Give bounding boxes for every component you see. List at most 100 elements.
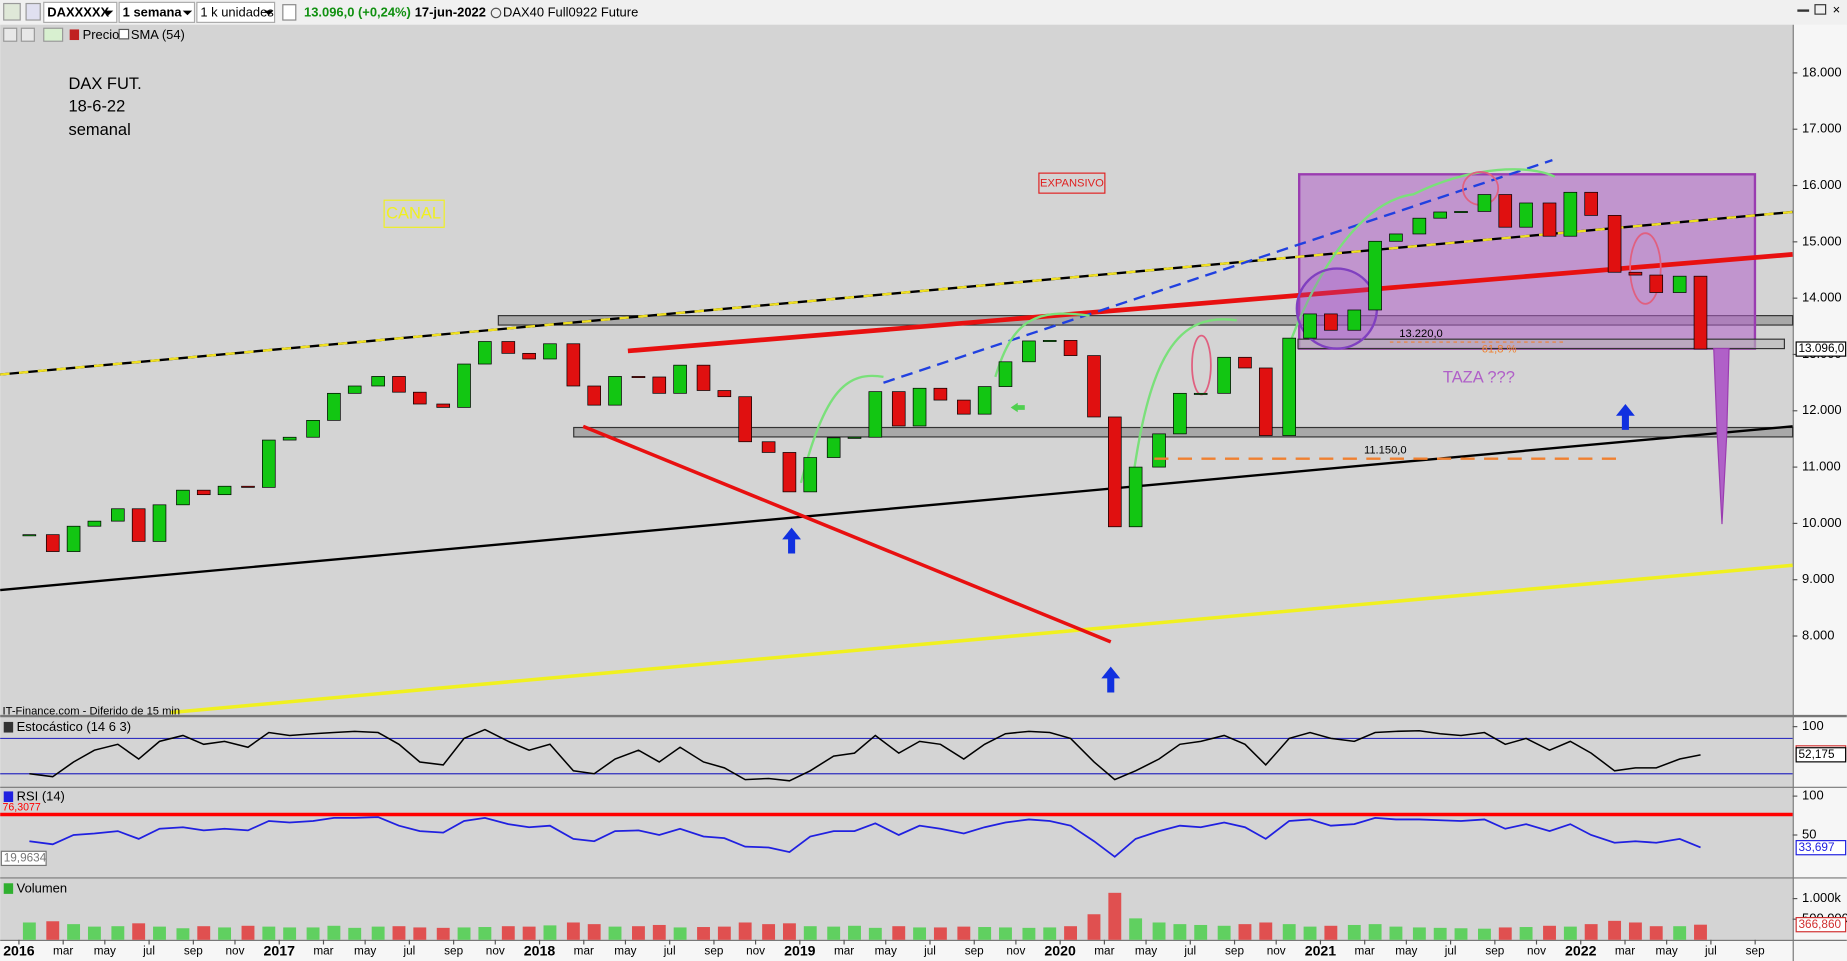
volume-bar	[306, 927, 320, 940]
channel-line	[0, 210, 1793, 376]
sma-checkbox[interactable]	[118, 28, 130, 40]
volume-bar	[371, 926, 385, 940]
volume-bar	[262, 926, 276, 940]
legend-price[interactable]: Precio	[83, 27, 120, 42]
x-tick-label: may	[875, 945, 897, 958]
candle	[1412, 217, 1427, 235]
candle	[1217, 356, 1231, 394]
candle	[87, 520, 102, 527]
period-box[interactable]	[118, 1, 196, 23]
dropdown-arrow	[182, 10, 193, 16]
x-axis-background	[0, 939, 1793, 961]
close-button[interactable]: ×	[1833, 2, 1841, 17]
candle	[1498, 194, 1513, 228]
panel-title: RSI (14)	[17, 789, 65, 804]
candle	[847, 436, 862, 439]
chart-icon[interactable]	[3, 2, 21, 21]
volume-bar	[566, 922, 580, 940]
volume-bar	[478, 927, 492, 940]
y-tick-label: 100	[1802, 718, 1824, 733]
tool-icon[interactable]	[3, 27, 18, 42]
plot: 8.0009.00010.00011.00012.00013.00014.000…	[0, 64, 1847, 958]
candle	[1087, 355, 1101, 418]
volume-bar	[632, 926, 645, 940]
volume-bar	[697, 927, 710, 940]
candle	[608, 376, 622, 406]
candle	[1173, 392, 1187, 435]
indicator-line	[29, 816, 1701, 858]
y-tick-label: 18.000	[1802, 64, 1842, 79]
y-tick-label: 100	[1802, 788, 1824, 803]
x-tick-label: nov	[1267, 945, 1286, 958]
volume-bar	[132, 923, 146, 940]
volume-bar	[241, 925, 255, 940]
candle	[738, 396, 752, 443]
restore-button[interactable]	[1814, 4, 1827, 15]
candle	[1258, 367, 1273, 436]
annotation: 18-6-22	[68, 98, 125, 116]
symbol-box[interactable]	[43, 1, 118, 23]
candle	[1042, 340, 1057, 342]
candle	[782, 452, 797, 493]
tool-icon[interactable]	[20, 27, 35, 42]
minimize-button[interactable]	[1797, 9, 1810, 12]
volume-bar	[1673, 926, 1687, 940]
value-marker	[1795, 341, 1847, 357]
candle	[262, 439, 276, 488]
search-icon[interactable]	[25, 2, 41, 21]
symbol[interactable]: DAXXXXX	[47, 4, 109, 19]
x-tick-label: jul	[142, 945, 155, 958]
x-tick-label: 2019	[784, 942, 816, 958]
candle	[306, 419, 320, 438]
trend-line	[627, 252, 1793, 354]
volume-bar	[457, 927, 471, 940]
volume-bar	[392, 926, 406, 940]
info-icon[interactable]	[282, 4, 297, 21]
volume-bar	[1347, 924, 1361, 940]
x-tick-label: mar	[834, 945, 854, 958]
value-marker	[0, 850, 47, 867]
volume-bar	[1368, 924, 1382, 940]
volume-bar	[762, 924, 776, 940]
candle	[1672, 275, 1687, 293]
volume-bar	[1649, 926, 1663, 940]
x-tick-label: nov	[1527, 945, 1546, 958]
candle	[1433, 211, 1447, 219]
instrument: DAX40 Full0922 Future	[503, 4, 638, 19]
units-box[interactable]	[196, 1, 276, 23]
y-tick-label: 8.000	[1802, 627, 1834, 642]
value-marker	[1795, 747, 1847, 763]
trend-line	[582, 424, 1112, 644]
y-tick-label: 50	[1802, 826, 1816, 841]
volume-bar	[1194, 924, 1208, 940]
y-tick-label: 1.000k	[1802, 890, 1841, 905]
volume-bar	[1129, 918, 1143, 940]
volume-bar	[413, 927, 427, 940]
tool-icon[interactable]	[43, 27, 64, 42]
candle	[501, 341, 516, 354]
volume-bar	[327, 925, 341, 940]
period[interactable]: 1 semana	[123, 4, 183, 19]
candle	[392, 376, 406, 393]
candle	[457, 363, 471, 408]
candle	[241, 485, 255, 488]
volume-bar	[1022, 927, 1036, 940]
legend-sma[interactable]: SMA (54)	[131, 27, 185, 42]
x-tick-label: nov	[1006, 945, 1025, 958]
volume-bar	[22, 922, 36, 940]
x-tick-label: 2022	[1565, 942, 1597, 958]
candle	[1542, 202, 1557, 237]
units[interactable]: 1 k unidades	[200, 4, 273, 19]
value-marker	[1795, 840, 1847, 856]
indicator-line	[29, 728, 1701, 782]
x-tick-label: 2017	[264, 942, 296, 958]
candle	[826, 437, 841, 458]
x-tick-label: nov	[225, 945, 244, 958]
value-marker-label: 19,9634	[4, 851, 47, 864]
volume-bar	[1303, 926, 1317, 940]
candle	[66, 525, 81, 552]
legend-swatch	[3, 791, 14, 803]
candle	[371, 376, 385, 387]
candle	[1693, 275, 1708, 350]
candle	[522, 352, 536, 360]
